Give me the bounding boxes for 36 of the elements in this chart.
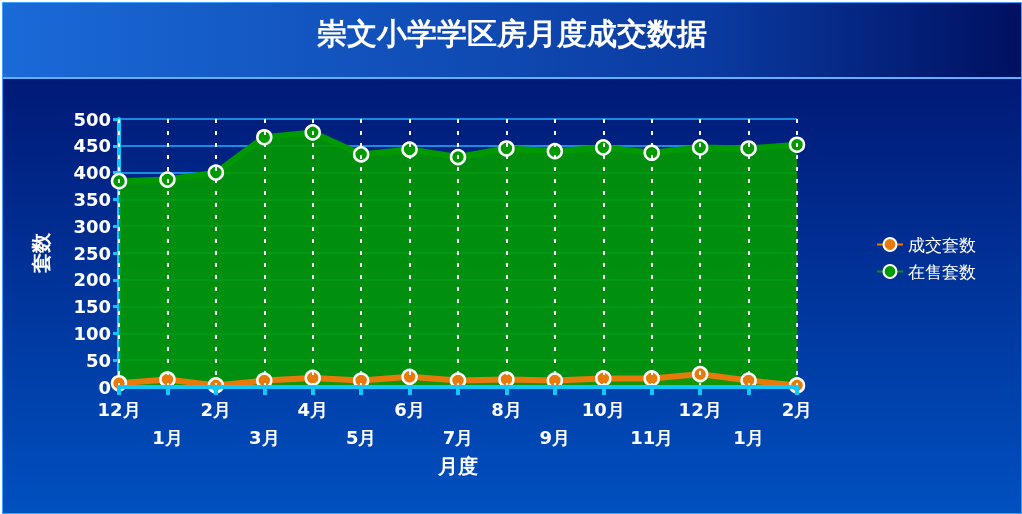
y-tick-label: 250: [73, 242, 111, 264]
x-tick-label: 3月: [249, 426, 280, 448]
x-tick-label: 2月: [781, 398, 813, 420]
x-tick-label: 6月: [394, 398, 425, 420]
y-tick-label: 400: [73, 162, 111, 184]
legend-label: 成交套数: [908, 234, 976, 255]
x-tick-label: 5月: [345, 426, 377, 448]
x-tick-label: 7月: [442, 426, 474, 448]
x-tick-label: 4月: [297, 398, 328, 420]
x-axis-title: 月度: [437, 453, 478, 478]
x-tick-label: 2月: [200, 398, 232, 420]
y-tick-label: 0: [98, 376, 111, 398]
y-tick-label: 200: [73, 269, 111, 291]
point: [304, 369, 321, 387]
point: [691, 365, 709, 383]
legend-label: 在售套数: [908, 261, 976, 282]
x-tick-label: 11月: [630, 426, 674, 448]
point: [643, 370, 660, 387]
x-tick-label: 1月: [733, 426, 764, 448]
y-tick-label: 150: [73, 296, 111, 318]
y-tick-label: 300: [73, 215, 111, 237]
y-tick-label: 450: [73, 135, 111, 157]
x-tick-label: 10月: [581, 398, 625, 420]
x-tick-label: 8月: [491, 398, 522, 420]
x-tick-label: 12月: [678, 398, 722, 420]
chart-title: 崇文小学学区房月度成交数据: [316, 15, 707, 51]
point: [401, 368, 418, 386]
x-tick-label: 9月: [539, 426, 571, 448]
y-tick-label: 350: [73, 188, 111, 210]
x-tick-label: 1月: [152, 426, 183, 448]
y-tick-label: 500: [73, 108, 111, 130]
point: [595, 370, 612, 387]
y-axis-title: 套数: [29, 232, 53, 274]
y-tick-label: 100: [73, 322, 111, 344]
x-tick-label: 12月: [97, 398, 141, 420]
y-tick-label: 50: [85, 349, 111, 371]
